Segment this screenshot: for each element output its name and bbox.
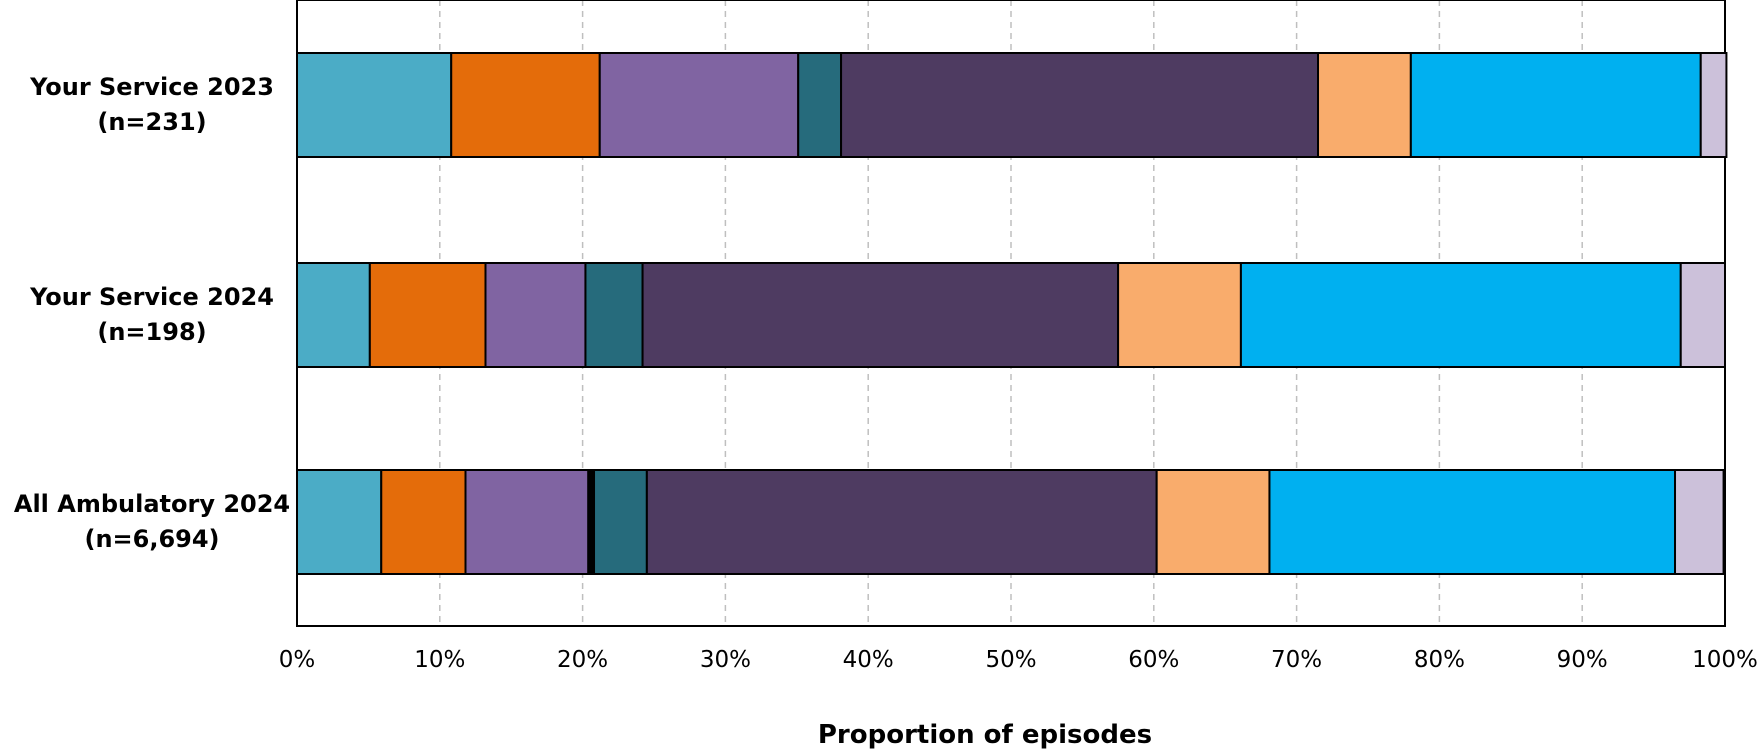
bar-segment (1679, 262, 1727, 368)
category-label-line: Your Service 2023 (29, 73, 274, 101)
bars (296, 52, 1728, 575)
x-tick-label: 60% (1128, 647, 1179, 673)
bar-segment (645, 469, 1158, 575)
bar-segment (584, 262, 644, 368)
x-axis-ticks: 0% 10% 20% 30% 40% 50% 60% 70% 80% 90% 100% (279, 647, 1758, 673)
bar-segment (368, 262, 487, 368)
category-label: Your Service 2023 (n=231) (29, 73, 274, 136)
bar-segment (1409, 52, 1702, 158)
bar-segment (296, 52, 453, 158)
bar-segment (1674, 469, 1725, 575)
bar-row (296, 52, 1728, 158)
bar-segment (598, 52, 800, 158)
category-label: Your Service 2024 (n=198) (29, 283, 274, 346)
category-label-line: All Ambulatory 2024 (14, 490, 290, 518)
category-label-line: (n=6,694) (84, 525, 219, 553)
category-label-line: (n=198) (97, 318, 206, 346)
bar-segment (464, 469, 590, 575)
bar-segment (840, 52, 1320, 158)
bar-segment (296, 469, 383, 575)
bar-segment (1699, 52, 1728, 158)
x-axis-title: Proportion of episodes (818, 720, 1152, 750)
x-tick-label: 30% (700, 647, 751, 673)
bar-segment (641, 262, 1120, 368)
bar-segment (450, 52, 601, 158)
bar-segment (1239, 262, 1682, 368)
x-tick-label: 70% (1271, 647, 1322, 673)
x-tick-label: 90% (1557, 647, 1608, 673)
bar-segment (1268, 469, 1677, 575)
bar-segment (1117, 262, 1242, 368)
bar-segment (593, 469, 648, 575)
bar-segment (1155, 469, 1271, 575)
x-tick-label: 100% (1692, 647, 1758, 673)
bar-segment (797, 52, 843, 158)
x-tick-label: 0% (279, 647, 316, 673)
bar-segment (380, 469, 467, 575)
x-tick-label: 40% (843, 647, 894, 673)
bar-segment (484, 262, 587, 368)
x-tick-label: 50% (985, 647, 1036, 673)
bar-row (296, 469, 1725, 575)
bar-row (296, 262, 1727, 368)
x-tick-label: 20% (557, 647, 608, 673)
category-label-line: Your Service 2024 (29, 283, 274, 311)
x-tick-label: 10% (414, 647, 465, 673)
category-label-line: (n=231) (97, 108, 206, 136)
category-labels: Your Service 2023 (n=231)Your Service 202… (14, 73, 290, 553)
x-tick-label: 80% (1414, 647, 1465, 673)
category-label: All Ambulatory 2024 (n=6,694) (14, 490, 290, 553)
bar-segment (1317, 52, 1412, 158)
bar-segment (296, 262, 371, 368)
